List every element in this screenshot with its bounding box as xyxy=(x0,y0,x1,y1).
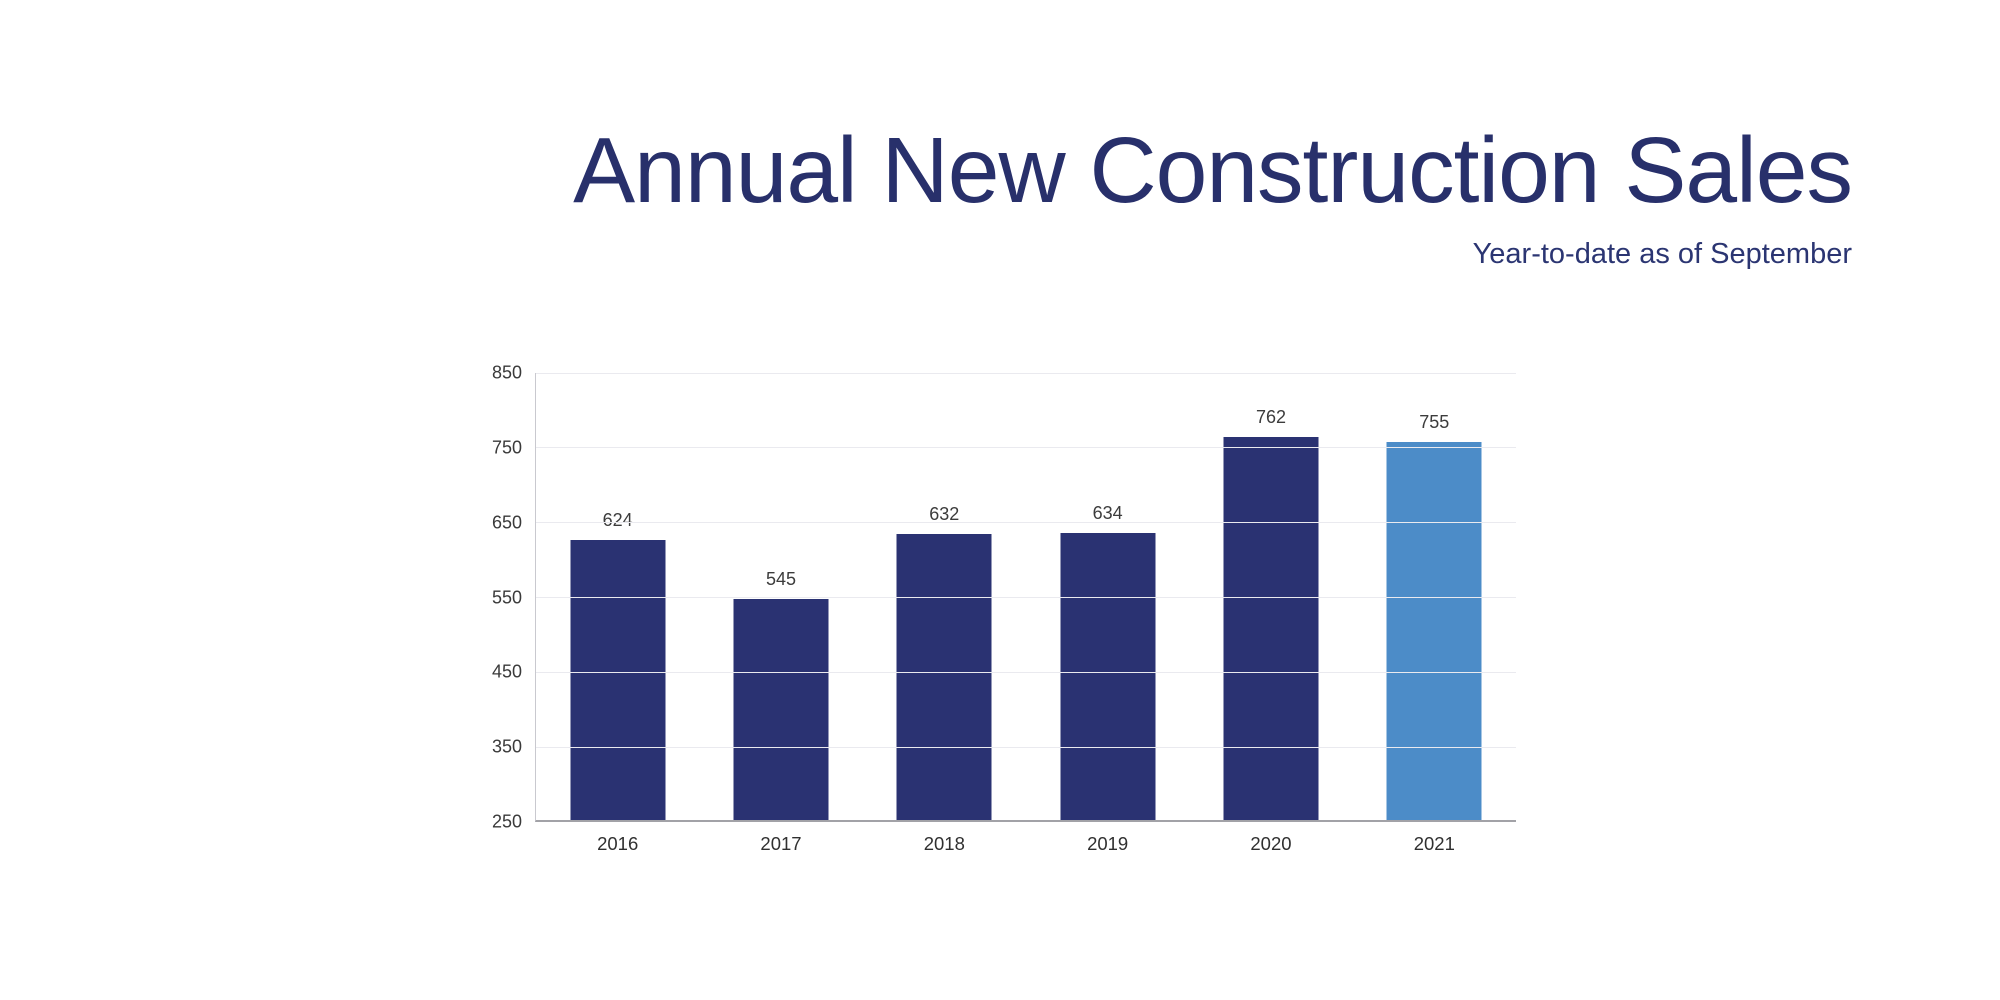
gridline-850 xyxy=(536,372,1516,374)
band-2018: 632 2018 xyxy=(863,373,1026,854)
bar-2018 xyxy=(896,534,992,820)
y-axis-label-850: 850 xyxy=(491,362,522,383)
bar-value-label-2018: 632 xyxy=(929,504,960,525)
x-axis-label-2017: 2017 xyxy=(760,833,802,854)
bar-2016 xyxy=(570,540,666,820)
band-2017: 545 2017 xyxy=(699,373,862,854)
y-axis-label-250: 250 xyxy=(491,811,522,832)
x-axis-label-2021: 2021 xyxy=(1413,833,1455,854)
plot-area: 624 2016 545 2017 632 2018 634 2019 762 2020 755 20… xyxy=(492,363,1516,854)
gridline-750 xyxy=(536,447,1516,449)
y-axis-label-450: 450 xyxy=(491,661,522,682)
x-axis-label-2018: 2018 xyxy=(923,833,965,854)
bar-value-label-2017: 545 xyxy=(765,569,797,590)
band-2021: 755 2021 xyxy=(1353,373,1516,854)
gridline-550 xyxy=(536,597,1516,598)
chart-subtitle: Year-to-date as of September xyxy=(1472,238,1852,270)
bar-value-label-2016: 624 xyxy=(602,510,633,531)
y-axis-label-750: 750 xyxy=(491,437,522,458)
bars-container: 624 2016 545 2017 632 2018 634 2019 762 2020 755 20… xyxy=(536,373,1516,854)
y-axis-label-650: 650 xyxy=(491,512,522,533)
gridline-350 xyxy=(536,746,1516,748)
bar-value-label-2020: 762 xyxy=(1255,406,1286,427)
band-2019: 634 2019 xyxy=(1026,373,1189,854)
bar-value-label-2019: 634 xyxy=(1092,502,1123,523)
gridline-650 xyxy=(536,522,1516,524)
x-axis-label-2020: 2020 xyxy=(1250,833,1292,854)
x-axis-label-2016: 2016 xyxy=(597,833,639,854)
chart-title: Annual New Construction Sales xyxy=(573,118,1853,222)
x-axis-label-2019: 2019 xyxy=(1087,833,1129,854)
y-axis-label-550: 550 xyxy=(491,587,522,607)
bar-2019 xyxy=(1060,532,1156,820)
gridline-450 xyxy=(536,671,1516,673)
bar-value-label-2021: 755 xyxy=(1419,412,1450,433)
band-2020: 762 2020 xyxy=(1189,373,1352,854)
band-2016: 624 2016 xyxy=(536,373,699,854)
bar-2021 xyxy=(1386,442,1482,820)
bar-2017 xyxy=(733,599,829,820)
y-axis-label-350: 350 xyxy=(491,736,522,757)
bar-2020 xyxy=(1223,436,1319,820)
